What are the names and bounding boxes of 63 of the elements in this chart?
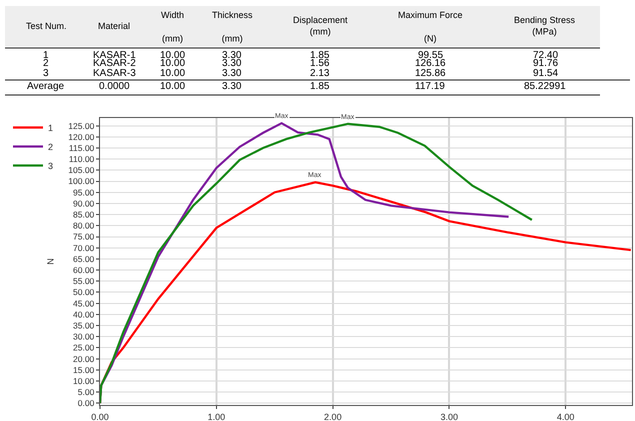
text: 3 (43, 68, 49, 79)
legend-label: 3 (48, 161, 54, 172)
y-tick-label: 60.00 (73, 265, 95, 276)
y-tick-label: 120.00 (68, 132, 95, 142)
text: 0.0000 (99, 81, 130, 92)
y-tick-label: 50.00 (73, 287, 95, 298)
text: 85.22991 (524, 81, 566, 92)
y-tick-label: 30.00 (73, 332, 95, 342)
x-tick-label: 2.00 (324, 412, 342, 421)
y-tick-label: 70.00 (73, 242, 95, 253)
text: 10.00 (160, 58, 186, 69)
y-tick-label: 55.00 (73, 276, 95, 286)
y-tick-label: 90.00 (73, 198, 95, 208)
y-tick-label: 100.00 (68, 176, 95, 186)
x-tick-label: 0.00 (91, 412, 109, 421)
y-tick-label: 65.00 (73, 254, 95, 264)
legend-label: 2 (48, 142, 54, 152)
text: 10.00 (160, 68, 186, 79)
text: 126.16 (415, 58, 446, 69)
y-tick-label: 15.00 (73, 364, 95, 375)
text: 1.56 (310, 58, 330, 69)
y-tick-label: 80.00 (73, 220, 95, 231)
text: Displacement (mm) (293, 15, 348, 37)
y-tick-label: 10.00 (73, 376, 95, 386)
text: 3.30 (222, 68, 242, 79)
text: 2.13 (310, 68, 330, 79)
y-tick-label: 95.00 (73, 187, 95, 198)
text: 10.00 (160, 81, 186, 92)
x-tick-label: 1.00 (208, 412, 226, 421)
text: Test Num. (26, 21, 67, 31)
text: 3.30 (222, 81, 242, 92)
legend-label: 1 (48, 123, 54, 134)
text: KASAR-2 (93, 58, 136, 69)
y-tick-label: 35.00 (73, 320, 95, 331)
y-tick-label: 25.00 (73, 342, 95, 353)
y-tick-label: 40.00 (73, 309, 95, 320)
text: 117.19 (415, 81, 446, 92)
text: Maximum Force (N) (398, 10, 463, 44)
text: 3.30 (222, 58, 242, 69)
y-tick-label: 125.00 (68, 120, 95, 131)
y-tick-label: 5.00 (78, 387, 95, 398)
x-tick-label: 3.00 (440, 412, 458, 421)
y-tick-label: 20.00 (73, 354, 95, 364)
y-axis-title: N (46, 258, 56, 265)
y-tick-label: 105.00 (68, 165, 95, 176)
text: Thickness (mm) (212, 10, 253, 44)
text: 91.76 (533, 58, 558, 69)
y-tick-label: 85.00 (73, 210, 95, 220)
y-tick-label: 75.00 (73, 232, 95, 242)
y-tick-label: 0.00 (78, 398, 95, 408)
y-tick-label: 110.00 (68, 154, 95, 164)
text: 125.86 (415, 68, 446, 79)
text: 2 (43, 58, 49, 69)
x-tick-label: 4.00 (556, 412, 574, 421)
text: Bending Stress (MPa) (514, 15, 576, 37)
text: Average (27, 81, 65, 92)
text: Width (mm) (161, 10, 184, 44)
y-tick-label: 45.00 (73, 298, 95, 308)
text: 1.85 (310, 81, 330, 92)
text: KASAR-3 (93, 68, 136, 79)
y-tick-label: 115.00 (68, 142, 95, 153)
text: 91.54 (533, 68, 558, 79)
text: Material (98, 21, 130, 31)
